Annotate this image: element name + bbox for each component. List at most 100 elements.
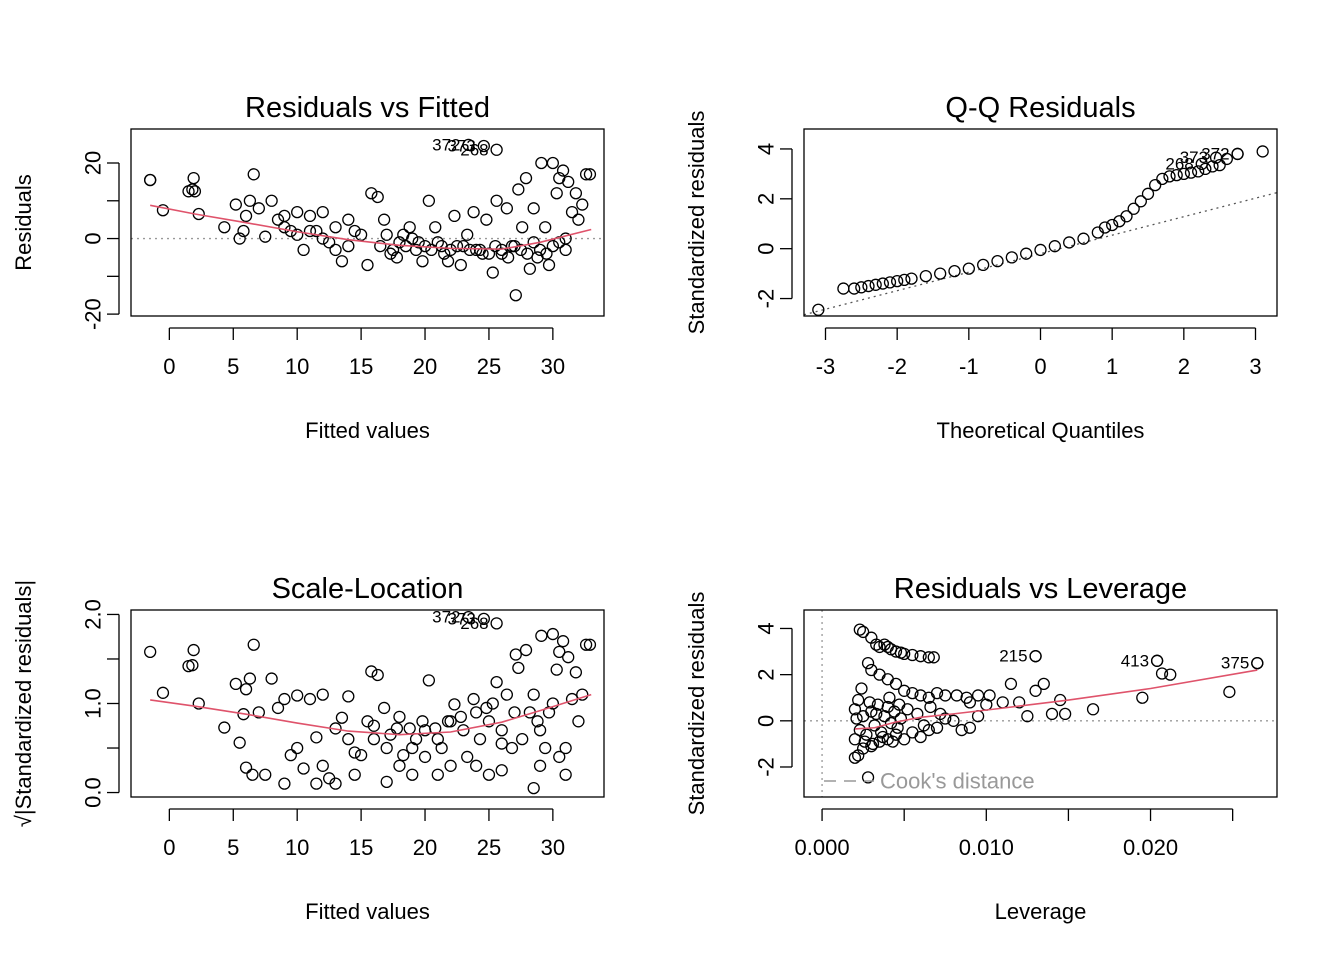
data-point xyxy=(367,732,381,746)
smooth-line xyxy=(854,669,1258,730)
x-tick-label: 30 xyxy=(541,354,565,379)
data-point xyxy=(144,645,157,659)
data-point xyxy=(454,258,467,272)
data-point xyxy=(963,721,977,734)
point-label: 413 xyxy=(1121,651,1149,670)
data-point xyxy=(1149,178,1162,192)
data-point xyxy=(390,722,404,735)
data-point xyxy=(906,686,919,700)
data-point xyxy=(188,185,202,198)
data-point xyxy=(971,710,985,723)
data-point xyxy=(271,213,285,226)
point-label: 372 xyxy=(432,135,460,154)
data-point xyxy=(906,726,919,739)
labeled-data-point xyxy=(1251,656,1264,670)
x-tick-label: 15 xyxy=(349,835,373,860)
data-point xyxy=(559,768,572,781)
data-point xyxy=(482,768,496,781)
data-point xyxy=(521,247,534,260)
data-point xyxy=(950,689,963,702)
data-point xyxy=(886,735,899,748)
data-point xyxy=(367,719,381,732)
labeled-data-point xyxy=(477,612,490,626)
data-point xyxy=(444,243,457,257)
data-point xyxy=(533,724,547,737)
data-point xyxy=(546,239,560,253)
data-point xyxy=(860,728,873,741)
data-point xyxy=(848,733,862,746)
data-point xyxy=(934,707,947,721)
point-label: 373 xyxy=(1180,148,1208,167)
labeled-data-point xyxy=(490,143,503,156)
data-point xyxy=(252,202,265,215)
data-point xyxy=(546,627,560,641)
y-tick-label: 2.0 xyxy=(81,599,106,630)
data-point xyxy=(482,715,496,728)
y-tick-label: 0 xyxy=(81,232,106,244)
data-point xyxy=(930,721,944,734)
data-point xyxy=(911,707,924,721)
data-point xyxy=(422,194,436,207)
data-point xyxy=(924,700,937,714)
data-point xyxy=(583,638,597,651)
data-point xyxy=(361,258,374,272)
data-point xyxy=(278,777,291,790)
data-point xyxy=(1155,667,1169,680)
data-point xyxy=(881,673,894,686)
data-point xyxy=(1077,232,1090,245)
data-point xyxy=(429,221,442,234)
data-point xyxy=(297,762,310,775)
data-point xyxy=(533,243,547,257)
data-point xyxy=(316,688,329,701)
point-label: 373 xyxy=(447,137,475,156)
data-point xyxy=(425,243,438,257)
data-point xyxy=(335,255,349,268)
data-point xyxy=(863,696,876,709)
data-point xyxy=(893,698,906,711)
data-point xyxy=(186,659,199,672)
x-axis-label: Leverage xyxy=(995,899,1087,924)
y-tick-label: 0 xyxy=(754,243,779,255)
data-point xyxy=(898,733,911,746)
data-point xyxy=(486,697,499,710)
data-point xyxy=(457,239,470,253)
data-point xyxy=(476,247,489,260)
data-point xyxy=(393,236,406,249)
y-tick-label: 20 xyxy=(81,151,106,175)
data-point xyxy=(403,722,416,735)
data-point xyxy=(533,759,547,772)
plot-frame xyxy=(130,609,605,798)
data-point xyxy=(444,759,457,772)
data-point xyxy=(955,723,968,737)
data-point xyxy=(898,684,911,697)
data-point xyxy=(922,651,935,664)
data-point xyxy=(239,761,253,774)
data-point xyxy=(354,228,368,241)
x-tick-label: 30 xyxy=(541,835,565,860)
data-point xyxy=(380,228,393,241)
data-point xyxy=(393,710,406,724)
data-point xyxy=(284,748,297,762)
data-point xyxy=(516,732,529,746)
plot-area xyxy=(804,610,1277,797)
data-point xyxy=(546,156,560,170)
data-point xyxy=(377,213,391,226)
data-point xyxy=(883,276,897,289)
data-point xyxy=(486,266,499,279)
data-point xyxy=(505,741,519,755)
data-point xyxy=(837,282,850,295)
data-point xyxy=(883,691,896,704)
x-tick-label: 0.020 xyxy=(1123,835,1178,860)
labeled-data-point xyxy=(1029,650,1042,663)
plot-area xyxy=(144,610,597,795)
data-point xyxy=(406,232,419,245)
data-point xyxy=(1048,240,1061,253)
x-tick-label: 10 xyxy=(285,835,309,860)
labeled-data-point xyxy=(1150,654,1164,667)
data-point xyxy=(342,690,355,703)
x-tick-label: 5 xyxy=(227,354,239,379)
data-point xyxy=(291,741,304,755)
data-point xyxy=(873,668,886,681)
data-point xyxy=(377,701,391,715)
x-tick-label: 10 xyxy=(285,354,309,379)
